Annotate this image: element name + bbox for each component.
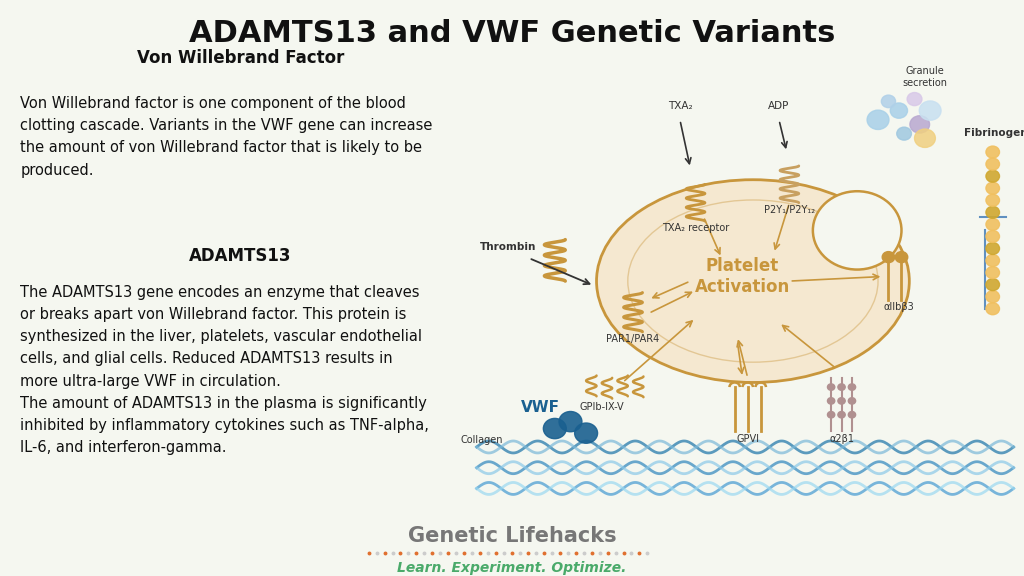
Circle shape bbox=[838, 411, 845, 418]
Circle shape bbox=[986, 279, 999, 291]
Circle shape bbox=[827, 411, 835, 418]
Ellipse shape bbox=[597, 180, 909, 382]
Circle shape bbox=[891, 103, 907, 118]
Text: Learn. Experiment. Optimize.: Learn. Experiment. Optimize. bbox=[397, 561, 627, 575]
Circle shape bbox=[813, 191, 901, 270]
Circle shape bbox=[895, 252, 907, 263]
Circle shape bbox=[883, 252, 895, 263]
Text: The ADAMTS13 gene encodes an enzyme that cleaves
or breaks apart von Willebrand : The ADAMTS13 gene encodes an enzyme that… bbox=[20, 285, 429, 455]
Circle shape bbox=[986, 218, 999, 230]
Circle shape bbox=[986, 242, 999, 255]
Circle shape bbox=[986, 170, 999, 182]
Text: GPIb-IX-V: GPIb-IX-V bbox=[580, 402, 624, 412]
Circle shape bbox=[986, 255, 999, 267]
Circle shape bbox=[838, 397, 845, 404]
Circle shape bbox=[827, 397, 835, 404]
Circle shape bbox=[559, 411, 582, 432]
Text: VWF: VWF bbox=[521, 400, 560, 415]
Circle shape bbox=[848, 397, 856, 404]
Text: Von Willebrand Factor: Von Willebrand Factor bbox=[137, 49, 344, 67]
Text: Thrombin: Thrombin bbox=[479, 241, 537, 252]
Text: P2Y₁/P2Y₁₂: P2Y₁/P2Y₁₂ bbox=[764, 205, 815, 215]
Text: Fibrinogen: Fibrinogen bbox=[964, 128, 1024, 138]
Circle shape bbox=[986, 146, 999, 158]
Text: Collagen: Collagen bbox=[461, 435, 503, 445]
Circle shape bbox=[908, 115, 931, 134]
Text: Von Willebrand factor is one component of the blood
clotting cascade. Variants i: Von Willebrand factor is one component o… bbox=[20, 96, 433, 177]
Circle shape bbox=[986, 303, 999, 314]
Circle shape bbox=[986, 182, 999, 194]
Circle shape bbox=[827, 384, 835, 391]
Circle shape bbox=[574, 423, 598, 444]
Circle shape bbox=[870, 113, 886, 126]
Text: ADAMTS13 and VWF Genetic Variants: ADAMTS13 and VWF Genetic Variants bbox=[188, 18, 836, 48]
Circle shape bbox=[880, 94, 897, 109]
Circle shape bbox=[904, 90, 925, 108]
Circle shape bbox=[986, 267, 999, 279]
Circle shape bbox=[848, 411, 856, 418]
Circle shape bbox=[896, 126, 912, 141]
Text: Platelet
Activation: Platelet Activation bbox=[695, 257, 791, 296]
Text: ADP: ADP bbox=[768, 101, 790, 111]
Text: GPVI: GPVI bbox=[736, 434, 759, 444]
Circle shape bbox=[838, 384, 845, 391]
Circle shape bbox=[848, 384, 856, 391]
Text: TXA₂: TXA₂ bbox=[668, 101, 692, 111]
Text: TXA₂ receptor: TXA₂ receptor bbox=[662, 223, 729, 233]
Text: Granule
secretion: Granule secretion bbox=[902, 66, 947, 88]
Text: αIIbβ3: αIIbβ3 bbox=[884, 302, 914, 312]
Circle shape bbox=[922, 103, 939, 119]
Circle shape bbox=[986, 206, 999, 218]
Text: Genetic Lifehacks: Genetic Lifehacks bbox=[408, 525, 616, 545]
Text: α2β1: α2β1 bbox=[829, 434, 854, 444]
Circle shape bbox=[986, 291, 999, 302]
Text: ADAMTS13: ADAMTS13 bbox=[189, 247, 292, 265]
Circle shape bbox=[986, 230, 999, 242]
Text: PAR1/PAR4: PAR1/PAR4 bbox=[606, 334, 659, 344]
Circle shape bbox=[544, 418, 566, 439]
Circle shape bbox=[915, 130, 935, 147]
Circle shape bbox=[986, 158, 999, 170]
Circle shape bbox=[986, 194, 999, 206]
